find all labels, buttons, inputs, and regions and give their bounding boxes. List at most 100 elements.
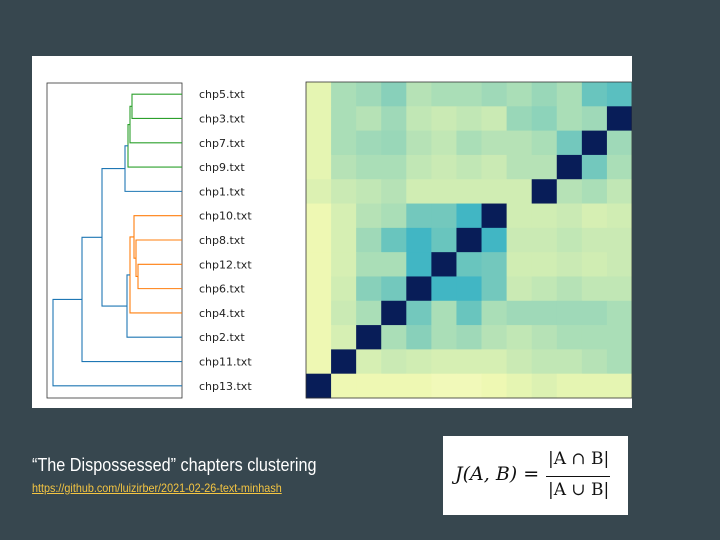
heatmap-cell (406, 252, 432, 277)
leaf-label: chp1.txt (199, 185, 245, 198)
jaccard-formula: J(A, B) = |A ∩ B| |A ∪ B| (443, 436, 628, 515)
dendrogram-link (129, 105, 182, 144)
heatmap-cell (306, 179, 332, 204)
heatmap-cell (481, 154, 508, 180)
heatmap-cell (481, 227, 508, 253)
figure-panel: chp5.txt chp3.txt chp7.txt chp9.txt chp1.txt… (32, 56, 632, 408)
heatmap-cell (331, 300, 357, 326)
heatmap-cell (356, 106, 382, 132)
heatmap-cell (581, 300, 608, 326)
heatmap-cell (431, 373, 457, 399)
heatmap-cell (556, 106, 583, 132)
heatmap-cell (506, 154, 533, 180)
heatmap-cell (381, 325, 407, 350)
heatmap-cell (331, 227, 357, 253)
heatmap-cell (381, 349, 407, 375)
heatmap-cell (531, 276, 558, 302)
heatmap-cell (606, 130, 632, 156)
heatmap-cell (456, 82, 482, 107)
heatmap-cell (431, 252, 457, 277)
heatmap-cell (556, 130, 583, 156)
heatmap-cell (356, 349, 382, 375)
heatmap-cell (306, 227, 332, 253)
heatmap-cell (381, 82, 407, 107)
heatmap-cell (506, 349, 533, 375)
heatmap-cell (431, 203, 457, 229)
heatmap-cell (381, 227, 407, 253)
leaf-label: chp7.txt (199, 137, 245, 150)
leaf-label: chp8.txt (199, 234, 245, 247)
heatmap-cell (306, 130, 332, 156)
heatmap-cell (481, 300, 508, 326)
heatmap (306, 82, 632, 399)
dendrogram-link (81, 236, 182, 363)
heatmap-cell (556, 373, 583, 399)
heatmap-cell (406, 276, 432, 302)
heatmap-cell (381, 203, 407, 229)
heatmap-cell (556, 325, 583, 350)
heatmap-cell (581, 154, 608, 180)
heatmap-cell (606, 82, 632, 107)
heatmap-cell (406, 373, 432, 399)
dendrogram-link (135, 239, 182, 278)
leaf-label: chp11.txt (199, 356, 252, 369)
heatmap-cell (381, 252, 407, 277)
heatmap-cell (356, 227, 382, 253)
heatmap-cell (606, 154, 632, 180)
heatmap-cell (456, 179, 482, 204)
dendrogram-link (127, 123, 182, 168)
heatmap-cell (331, 373, 357, 399)
heatmap-cell (506, 325, 533, 350)
heatmap-cell (556, 252, 583, 277)
heatmap-cell (331, 276, 357, 302)
heatmap-cell (581, 276, 608, 302)
heatmap-cell (481, 373, 508, 399)
heatmap-cell (581, 82, 608, 107)
heatmap-cell (406, 300, 432, 326)
leaf-label: chp5.txt (199, 88, 245, 101)
heatmap-cell (581, 203, 608, 229)
leaf-label: chp9.txt (199, 161, 245, 174)
heatmap-cell (306, 252, 332, 277)
leaf-label: chp12.txt (199, 258, 252, 271)
heatmap-cell (506, 203, 533, 229)
heatmap-cell (606, 252, 632, 277)
heatmap-cell (581, 106, 608, 132)
heatmap-cell (556, 300, 583, 326)
heatmap-cell (306, 106, 332, 132)
heatmap-cell (531, 373, 558, 399)
heatmap-cell (306, 276, 332, 302)
heatmap-cell (531, 179, 558, 204)
heatmap-cell (481, 276, 508, 302)
heatmap-cell (331, 203, 357, 229)
heatmap-cell (356, 373, 382, 399)
heatmap-cell (456, 325, 482, 350)
heatmap-cell (531, 82, 558, 107)
formula-lhs: J(A, B) = (455, 463, 540, 485)
heatmap-cell (431, 276, 457, 302)
repo-link[interactable]: https://github.com/luizirber/2021-02-26-… (32, 481, 282, 495)
heatmap-cell (331, 82, 357, 107)
heatmap-cell (306, 349, 332, 375)
heatmap-cell (506, 300, 533, 326)
heatmap-cell (481, 82, 508, 107)
heatmap-cell (556, 179, 583, 204)
heatmap-cell (481, 203, 508, 229)
heatmap-cell (356, 276, 382, 302)
heatmap-cell (431, 154, 457, 180)
heatmap-cell (356, 179, 382, 204)
heatmap-cell (431, 179, 457, 204)
heatmap-cell (531, 325, 558, 350)
heatmap-cell (431, 325, 457, 350)
heatmap-cell (381, 130, 407, 156)
heatmap-cell (531, 203, 558, 229)
heatmap-cell (331, 154, 357, 180)
heatmap-cell (331, 325, 357, 350)
heatmap-cell (481, 106, 508, 132)
heatmap-cell (406, 203, 432, 229)
leaf-label: chp3.txt (199, 113, 245, 126)
heatmap-cell (556, 154, 583, 180)
heatmap-cell (406, 179, 432, 204)
dendrogram-link (133, 215, 182, 259)
heatmap-cell (531, 300, 558, 326)
